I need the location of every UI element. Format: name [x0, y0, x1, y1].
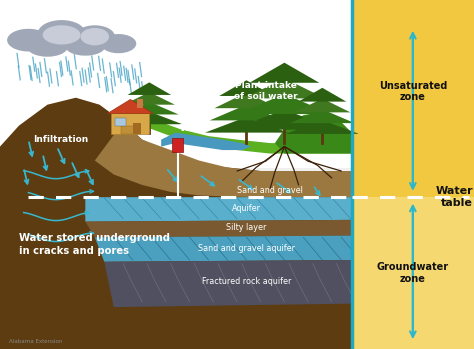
Text: Water
table: Water table: [436, 186, 473, 208]
Polygon shape: [244, 78, 325, 98]
Polygon shape: [95, 122, 352, 197]
Polygon shape: [104, 260, 352, 307]
Text: Plant intake
of soil water: Plant intake of soil water: [234, 81, 297, 101]
Text: Alabama Extension: Alabama Extension: [9, 339, 63, 344]
Polygon shape: [85, 197, 352, 222]
Polygon shape: [85, 220, 352, 237]
Polygon shape: [95, 236, 352, 262]
Polygon shape: [286, 120, 359, 134]
Ellipse shape: [65, 36, 106, 56]
Ellipse shape: [43, 25, 81, 45]
Ellipse shape: [75, 25, 115, 48]
Bar: [172, 138, 183, 152]
Bar: [133, 123, 141, 134]
Polygon shape: [124, 92, 175, 105]
Polygon shape: [0, 98, 352, 349]
Polygon shape: [116, 112, 182, 124]
Bar: [0, 0, 352, 168]
Ellipse shape: [81, 28, 109, 45]
Ellipse shape: [7, 29, 50, 51]
Text: Sand and gravel: Sand and gravel: [237, 186, 303, 195]
Bar: [352, 0, 474, 349]
Text: Aquifer: Aquifer: [232, 204, 261, 213]
Polygon shape: [298, 88, 346, 102]
Polygon shape: [120, 102, 179, 114]
Polygon shape: [275, 112, 352, 154]
Polygon shape: [161, 133, 251, 150]
Polygon shape: [114, 108, 352, 154]
Text: Infiltration: Infiltration: [33, 135, 89, 144]
Text: Water stored underground
in cracks and pores: Water stored underground in cracks and p…: [19, 233, 170, 256]
Text: Fractured rock aquifer: Fractured rock aquifer: [202, 277, 291, 287]
Bar: [111, 113, 149, 134]
Polygon shape: [214, 92, 279, 108]
Text: Unsaturated
zone: Unsaturated zone: [379, 81, 447, 102]
Bar: [0, 0, 352, 349]
Bar: [352, 197, 474, 349]
Text: Groundwater
zone: Groundwater zone: [377, 262, 449, 284]
Text: Sand and gravel aquifer: Sand and gravel aquifer: [198, 244, 295, 253]
Text: Silty layer: Silty layer: [226, 223, 267, 232]
Polygon shape: [210, 105, 283, 120]
Polygon shape: [294, 98, 350, 112]
Polygon shape: [249, 63, 319, 83]
Ellipse shape: [100, 34, 137, 53]
Text: Well: Well: [180, 124, 202, 133]
Polygon shape: [205, 117, 288, 133]
Polygon shape: [219, 80, 274, 96]
Bar: [137, 99, 143, 108]
Polygon shape: [290, 109, 355, 123]
Ellipse shape: [27, 37, 68, 57]
Bar: [115, 118, 126, 126]
Polygon shape: [128, 82, 171, 95]
Polygon shape: [108, 99, 153, 113]
Polygon shape: [231, 110, 337, 130]
Polygon shape: [237, 94, 331, 114]
Ellipse shape: [38, 20, 85, 46]
Bar: [121, 126, 140, 134]
